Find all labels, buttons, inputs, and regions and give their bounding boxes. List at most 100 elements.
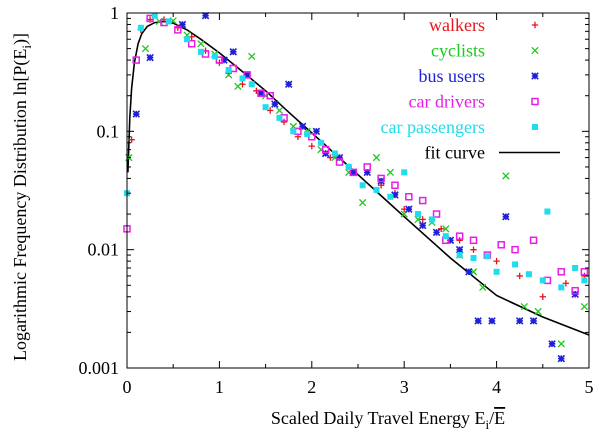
legend-label: fit curve [425,143,485,163]
legend-label: bus users [419,66,486,86]
data-point [479,283,487,292]
y-axis-label: Logarithmic Frequency Distribution ln[P(… [10,33,34,361]
chart-legend: walkers cyclists bus users car drivers car p… [381,15,560,163]
y-tick-label: 0.01 [88,240,120,260]
data-point [318,139,325,146]
data-point [428,216,435,223]
data-point [304,130,311,137]
data-point [414,215,422,224]
data-point [455,232,464,240]
axis-ticks: 0 1 2 3 4 5 0.001 0.01 0.1 1 [79,3,594,397]
legend-marker [531,97,539,106]
data-point [516,272,523,280]
data-point [151,12,158,19]
y-tick-label: 1 [110,3,119,23]
data-point [520,302,528,311]
data-point [557,354,566,363]
data-point [373,186,380,193]
data-point [418,196,427,205]
data-point [562,280,570,287]
data-point [345,163,352,170]
data-point [248,81,255,88]
x-tick-label: 1 [215,377,224,397]
data-point [391,181,399,190]
data-point [298,122,307,131]
data-point [488,317,496,325]
data-point [363,163,371,171]
data-point [243,71,251,79]
data-point [557,340,565,348]
data-point [534,307,542,316]
data-point [415,211,422,218]
series-car-passengers [124,12,588,291]
data-point [225,66,232,73]
data-points-layer [123,11,589,363]
data-point [137,24,144,31]
data-point [571,286,579,295]
x-tick-label: 4 [492,377,501,397]
data-point [581,277,588,284]
data-point [132,56,140,64]
x-tick-label: 3 [400,377,409,397]
series-car-drivers [123,14,589,295]
data-point [497,241,505,249]
data-point [405,205,413,213]
data-point [146,53,154,62]
legend-marker [531,72,539,80]
data-point [349,168,358,177]
data-point [446,236,455,245]
series-bus-users [132,11,579,363]
data-point [432,228,441,237]
data-point [474,317,482,325]
data-point [465,268,473,276]
data-point [572,264,579,271]
data-point [271,100,279,108]
data-point [511,245,519,254]
data-point [502,172,510,180]
data-point [335,158,344,166]
data-point [455,245,464,254]
data-point [405,193,413,201]
data-point [184,36,191,43]
data-point [525,271,532,278]
data-point [548,340,556,348]
data-point [165,18,172,25]
data-point [266,91,274,100]
series-walkers [128,16,588,300]
data-point [211,53,218,60]
data-point [529,317,538,325]
x-tick-label: 5 [585,377,594,397]
data-point [529,236,538,245]
data-point [312,127,321,136]
data-point [335,153,344,162]
data-point [187,39,196,48]
data-point [321,149,330,158]
data-point [290,128,297,135]
data-point [234,82,242,91]
data-point [349,168,358,177]
legend-label: cyclists [431,41,485,61]
data-point [470,246,477,253]
data-point [321,145,330,154]
data-point [515,317,524,325]
data-point [391,191,399,199]
data-point [215,56,224,64]
data-point [493,257,500,265]
data-point [557,268,566,276]
data-point [262,104,269,111]
data-point [257,89,265,97]
data-point [363,168,372,177]
legend-label: car drivers [409,92,485,112]
legend-marker [531,46,539,55]
data-point [280,118,288,126]
data-point [512,261,519,268]
x-tick-label: 2 [307,377,316,397]
data-point [358,198,367,207]
x-axis-label: Scaled Daily Travel Energy Ei/E [271,408,505,432]
data-point [308,142,315,150]
data-point [327,154,334,161]
data-point [442,233,449,240]
data-point [484,253,491,260]
data-point [243,71,251,79]
data-point [544,208,551,215]
